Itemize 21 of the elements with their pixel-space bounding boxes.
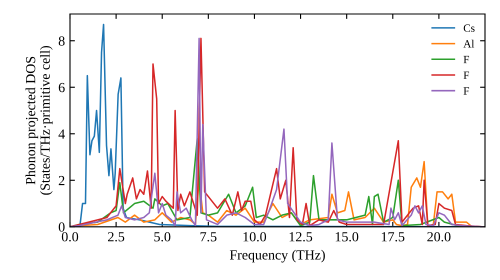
x-tick-label: 0.0 (62, 232, 78, 242)
x-tick-label: 10.0 (244, 232, 266, 242)
x-tick-label: 15.0 (336, 232, 358, 242)
legend-label: Cs (464, 24, 475, 32)
legend-label: Al (463, 40, 474, 48)
y-tick-label: 4 (58, 129, 65, 139)
legend-label: F (464, 56, 470, 64)
y-tick-label: 6 (58, 82, 65, 92)
y-tick-label: 2 (58, 176, 64, 186)
y-axis-title: Phonon projected DOS (States/THz·primitive cell) (26, 46, 53, 195)
x-tick-label: 20.0 (427, 232, 451, 242)
y-tick-label: 0 (58, 222, 65, 232)
y-tick-label: 8 (58, 36, 65, 46)
x-tick-label: 12.5 (290, 232, 312, 242)
legend-label: F (464, 72, 470, 79)
x-tick-label: 5.0 (154, 232, 170, 242)
x-tick-label: 2.5 (108, 232, 124, 242)
x-axis-title: Frequency (THz) (230, 250, 325, 262)
legend-label: F (464, 87, 470, 95)
x-tick-label: 17.5 (382, 232, 404, 242)
x-tick-label: 7.5 (200, 232, 216, 242)
